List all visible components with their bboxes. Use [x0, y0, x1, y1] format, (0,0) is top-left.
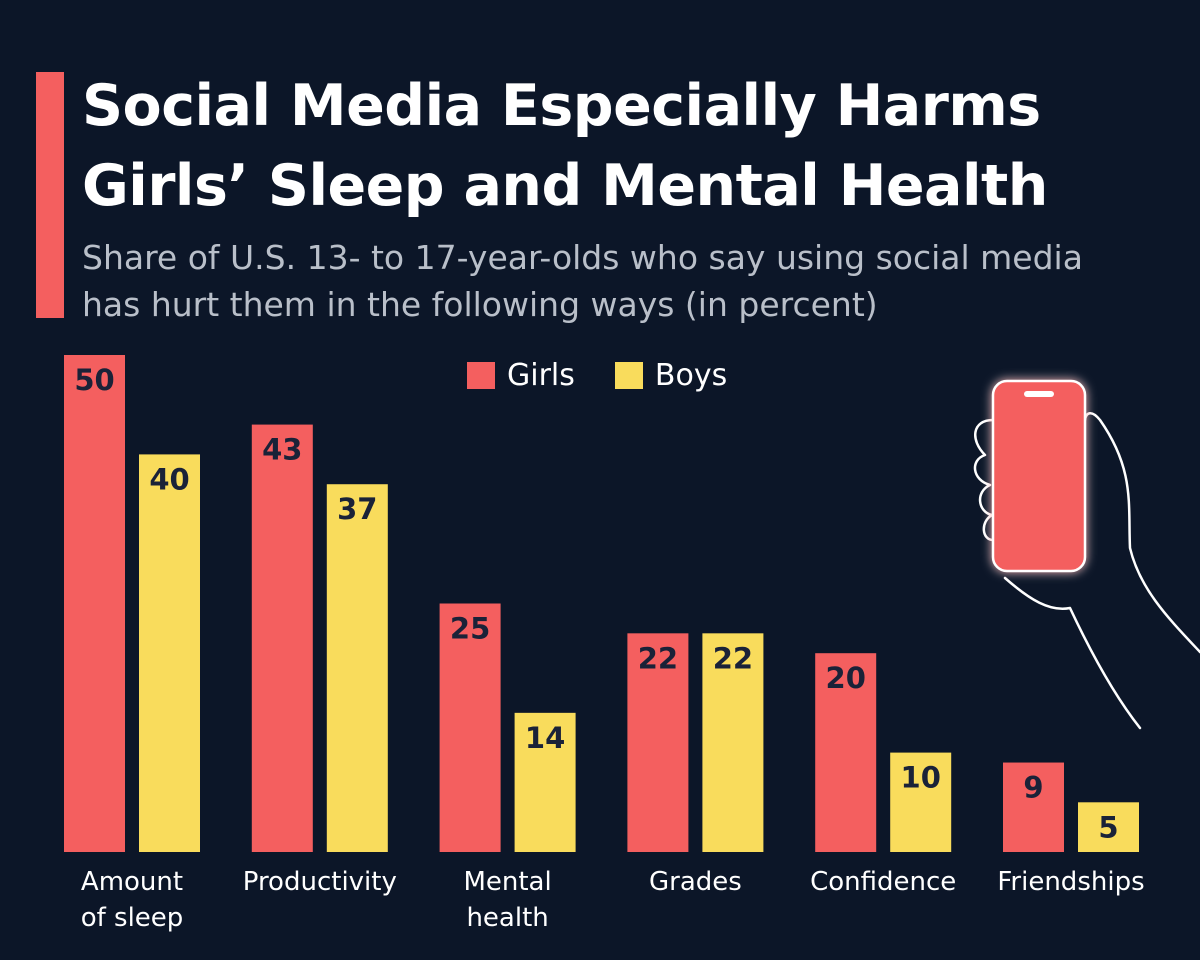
bar-boys	[139, 454, 200, 852]
data-label: 37	[337, 492, 377, 526]
chart-title: Social Media Especially Harms Girls’ Sle…	[82, 66, 1048, 226]
legend-swatch-girls	[467, 362, 495, 389]
legend-label-boys: Boys	[654, 358, 728, 393]
data-label: 5	[1098, 810, 1118, 844]
bar-girls	[64, 355, 125, 852]
title-line-1: Social Media Especially Harms	[82, 73, 1041, 139]
bar-girls	[1003, 762, 1064, 852]
subtitle-line-1: Share of U.S. 13- to 17-year-olds who sa…	[82, 238, 1083, 277]
category-label: Mental	[463, 867, 551, 897]
category-label: Grades	[649, 867, 742, 897]
legend-item-girls: Girls	[467, 358, 575, 393]
data-label: 25	[450, 612, 490, 646]
data-label: 40	[149, 462, 189, 496]
legend: Girls Boys	[467, 358, 767, 393]
chart-subtitle: Share of U.S. 13- to 17-year-olds who sa…	[82, 234, 1083, 328]
category-label: Amount	[81, 867, 183, 897]
data-label: 9	[1023, 771, 1043, 805]
hand-holding-phone-icon	[973, 379, 1200, 730]
accent-bar	[36, 72, 64, 318]
data-label: 22	[638, 641, 678, 675]
bar-boys	[514, 712, 576, 852]
data-label: 20	[826, 661, 866, 695]
category-label: Productivity	[243, 867, 397, 897]
legend-item-boys: Boys	[614, 358, 728, 393]
category-label: of sleep	[81, 903, 184, 933]
legend-swatch-boys	[614, 362, 643, 389]
bar-girls	[815, 653, 877, 852]
bar-boys	[702, 633, 764, 852]
title-line-2: Girls’ Sleep and Mental Health	[82, 153, 1048, 219]
bar-boys	[1078, 802, 1139, 852]
bar-girls	[251, 424, 313, 852]
bar-girls	[439, 603, 501, 852]
data-label: 22	[713, 641, 753, 675]
legend-label-girls: Girls	[507, 358, 575, 393]
bar-girls	[627, 633, 689, 852]
data-label: 10	[901, 761, 941, 795]
data-label: 50	[74, 363, 114, 397]
data-label: 43	[262, 433, 302, 467]
category-label: Friendships	[997, 867, 1144, 897]
category-label: health	[466, 903, 548, 933]
bar-boys	[326, 484, 388, 852]
category-label: Confidence	[810, 867, 956, 897]
data-label: 14	[525, 721, 565, 755]
subtitle-line-2: has hurt them in the following ways (in …	[82, 285, 878, 324]
bar-boys	[890, 752, 952, 852]
